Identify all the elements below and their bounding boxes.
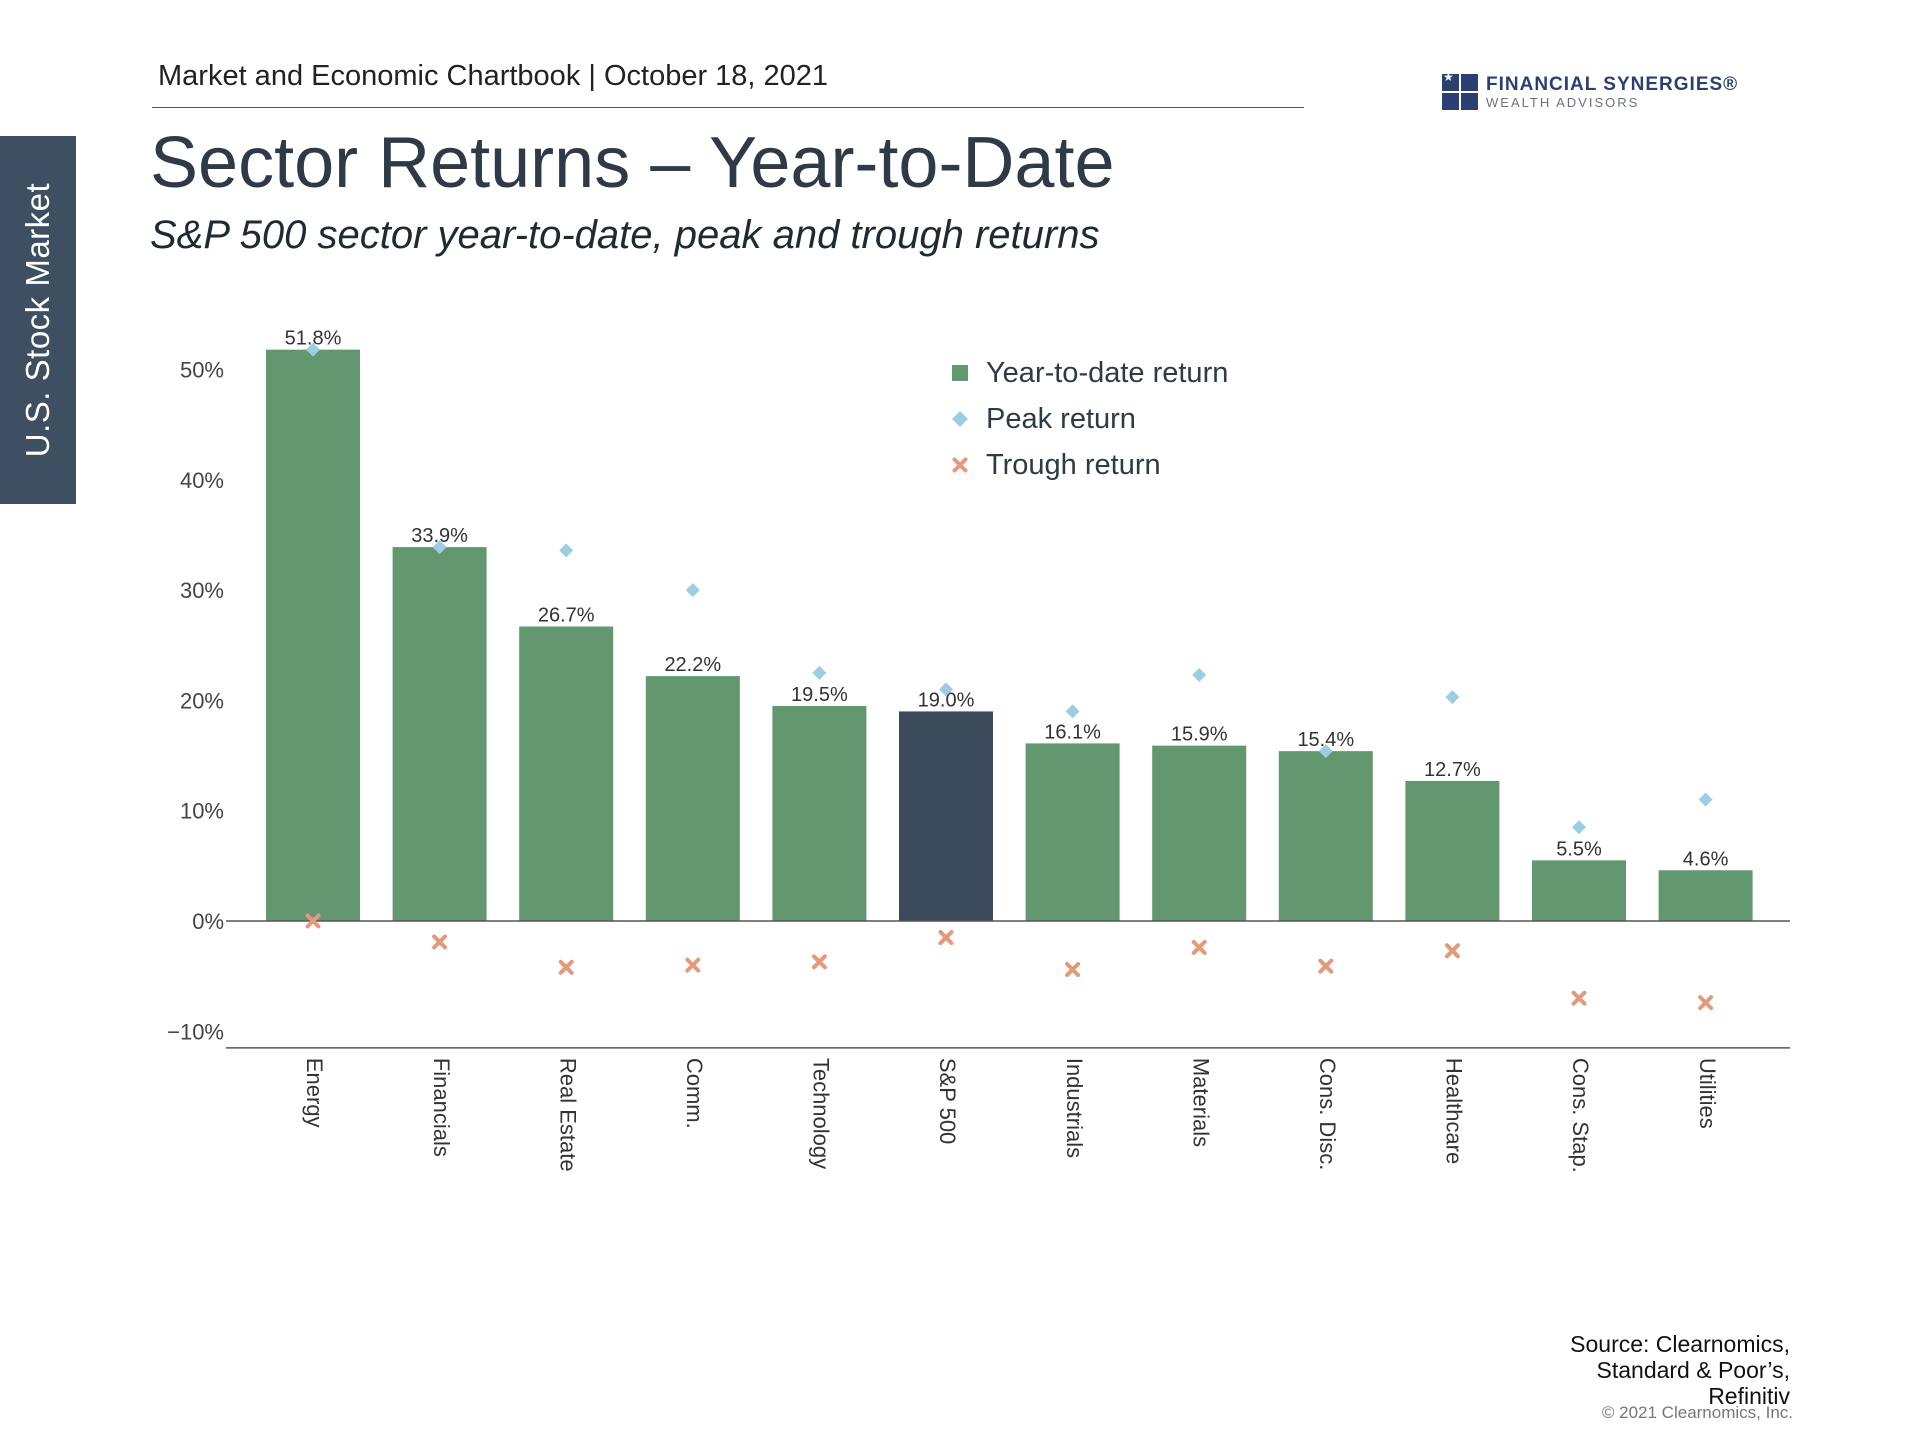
y-tick-label: 30%: [180, 578, 224, 603]
data-label: 19.5%: [791, 684, 848, 706]
data-label: 19.0%: [918, 689, 975, 711]
copyright: © 2021 Clearnomics, Inc.: [1601, 1403, 1793, 1422]
x-tick-label: Financials: [429, 1058, 454, 1157]
section-tab[interactable]: U.S. Stock Market: [0, 136, 76, 504]
header-divider: [152, 107, 1304, 108]
source-line: Source: Clearnomics,: [1570, 1331, 1790, 1357]
peak-marker: [1698, 792, 1713, 807]
x-tick-label: Healthcare: [1442, 1058, 1467, 1164]
company-logo: FINANCIAL SYNERGIES® WEALTH ADVISORS: [1442, 70, 1739, 110]
x-tick-label: Cons. Disc.: [1315, 1058, 1340, 1170]
trough-marker: [938, 930, 954, 946]
chartbook-header: Market and Economic Chartbook | October …: [158, 60, 829, 92]
peak-marker: [812, 665, 827, 680]
peak-marker: [939, 682, 953, 697]
peak-marker: [685, 583, 700, 598]
bar: [1532, 860, 1626, 921]
data-label: 12.7%: [1424, 759, 1481, 781]
peak-marker: [1192, 668, 1207, 683]
legend-label: Trough return: [986, 449, 1161, 481]
legend-label: Year-to-date return: [986, 357, 1228, 389]
logo-name: FINANCIAL SYNERGIES®: [1486, 74, 1739, 95]
trough-marker: [305, 913, 321, 929]
bar: [772, 705, 867, 921]
y-tick-label: 10%: [180, 799, 224, 824]
peak-marker: [1065, 704, 1080, 719]
x-tick-label: Energy: [302, 1058, 327, 1128]
trough-marker: [1318, 958, 1334, 974]
data-label: 26.7%: [538, 604, 595, 626]
trough-marker: [1065, 962, 1081, 978]
trough-marker: [558, 959, 574, 975]
data-label: 33.9%: [411, 525, 468, 547]
y-tick-label: 50%: [180, 358, 224, 383]
data-label: 22.2%: [664, 654, 721, 676]
data-label: 4.6%: [1683, 848, 1729, 870]
x-tick-label: Real Estate: [555, 1058, 580, 1172]
bar: [1658, 870, 1753, 921]
trough-marker: [1698, 995, 1714, 1011]
logo-subtitle: WEALTH ADVISORS: [1486, 95, 1640, 110]
trough-marker: [432, 934, 448, 950]
y-tick-label: 0%: [192, 909, 224, 934]
peak-marker: [432, 540, 447, 555]
peak-marker: [559, 543, 574, 558]
legend-label: Peak return: [986, 403, 1136, 435]
data-label: 16.1%: [1044, 721, 1101, 743]
x-tick-label: Materials: [1188, 1058, 1213, 1147]
x-tick-label: Technology: [809, 1058, 834, 1169]
page-subtitle: S&P 500 sector year-to-date, peak and tr…: [150, 213, 1100, 257]
bar: [392, 547, 487, 921]
peak-marker: [306, 342, 320, 357]
peak-marker: [1318, 744, 1333, 759]
x-tick-label: Utilities: [1695, 1058, 1720, 1129]
logo-mark-icon: [1442, 70, 1478, 110]
x-tick-label: Cons. Stap.: [1568, 1058, 1593, 1173]
bar: [899, 711, 993, 921]
trough-marker: [685, 957, 701, 973]
data-label: 15.4%: [1297, 729, 1354, 751]
x-tick-label: S&P 500: [935, 1058, 960, 1144]
legend-swatch-trough: [952, 457, 968, 473]
data-label: 51.8%: [285, 328, 342, 350]
y-tick-label: −10%: [167, 1019, 224, 1044]
page-title: Sector Returns – Year-to-Date: [150, 123, 1115, 203]
bar: [519, 626, 614, 921]
trough-marker: [1571, 990, 1587, 1006]
bar: [1025, 743, 1120, 921]
trough-marker: [811, 954, 827, 970]
x-tick-label: Industrials: [1062, 1058, 1087, 1158]
y-tick-label: 40%: [180, 468, 224, 493]
source-line: Refinitiv: [1708, 1383, 1790, 1409]
y-tick-label: 20%: [180, 688, 224, 713]
legend-swatch-peak: [952, 411, 968, 427]
data-label: 15.9%: [1171, 724, 1228, 746]
x-tick-label: Comm.: [682, 1058, 707, 1129]
bar: [1405, 780, 1500, 921]
trough-marker: [1444, 943, 1460, 959]
source-note: Source: Clearnomics, Standard & Poor’s, …: [1570, 1331, 1790, 1409]
bar: [1278, 751, 1373, 921]
bar: [645, 676, 740, 921]
bar: [266, 349, 360, 921]
peak-marker: [1445, 690, 1460, 705]
source-line: Standard & Poor’s,: [1596, 1357, 1791, 1383]
trough-marker: [1191, 939, 1207, 955]
peak-marker: [1572, 820, 1586, 835]
legend-swatch-bar: [952, 365, 968, 381]
bar: [1152, 745, 1247, 921]
data-label: 5.5%: [1556, 838, 1602, 860]
